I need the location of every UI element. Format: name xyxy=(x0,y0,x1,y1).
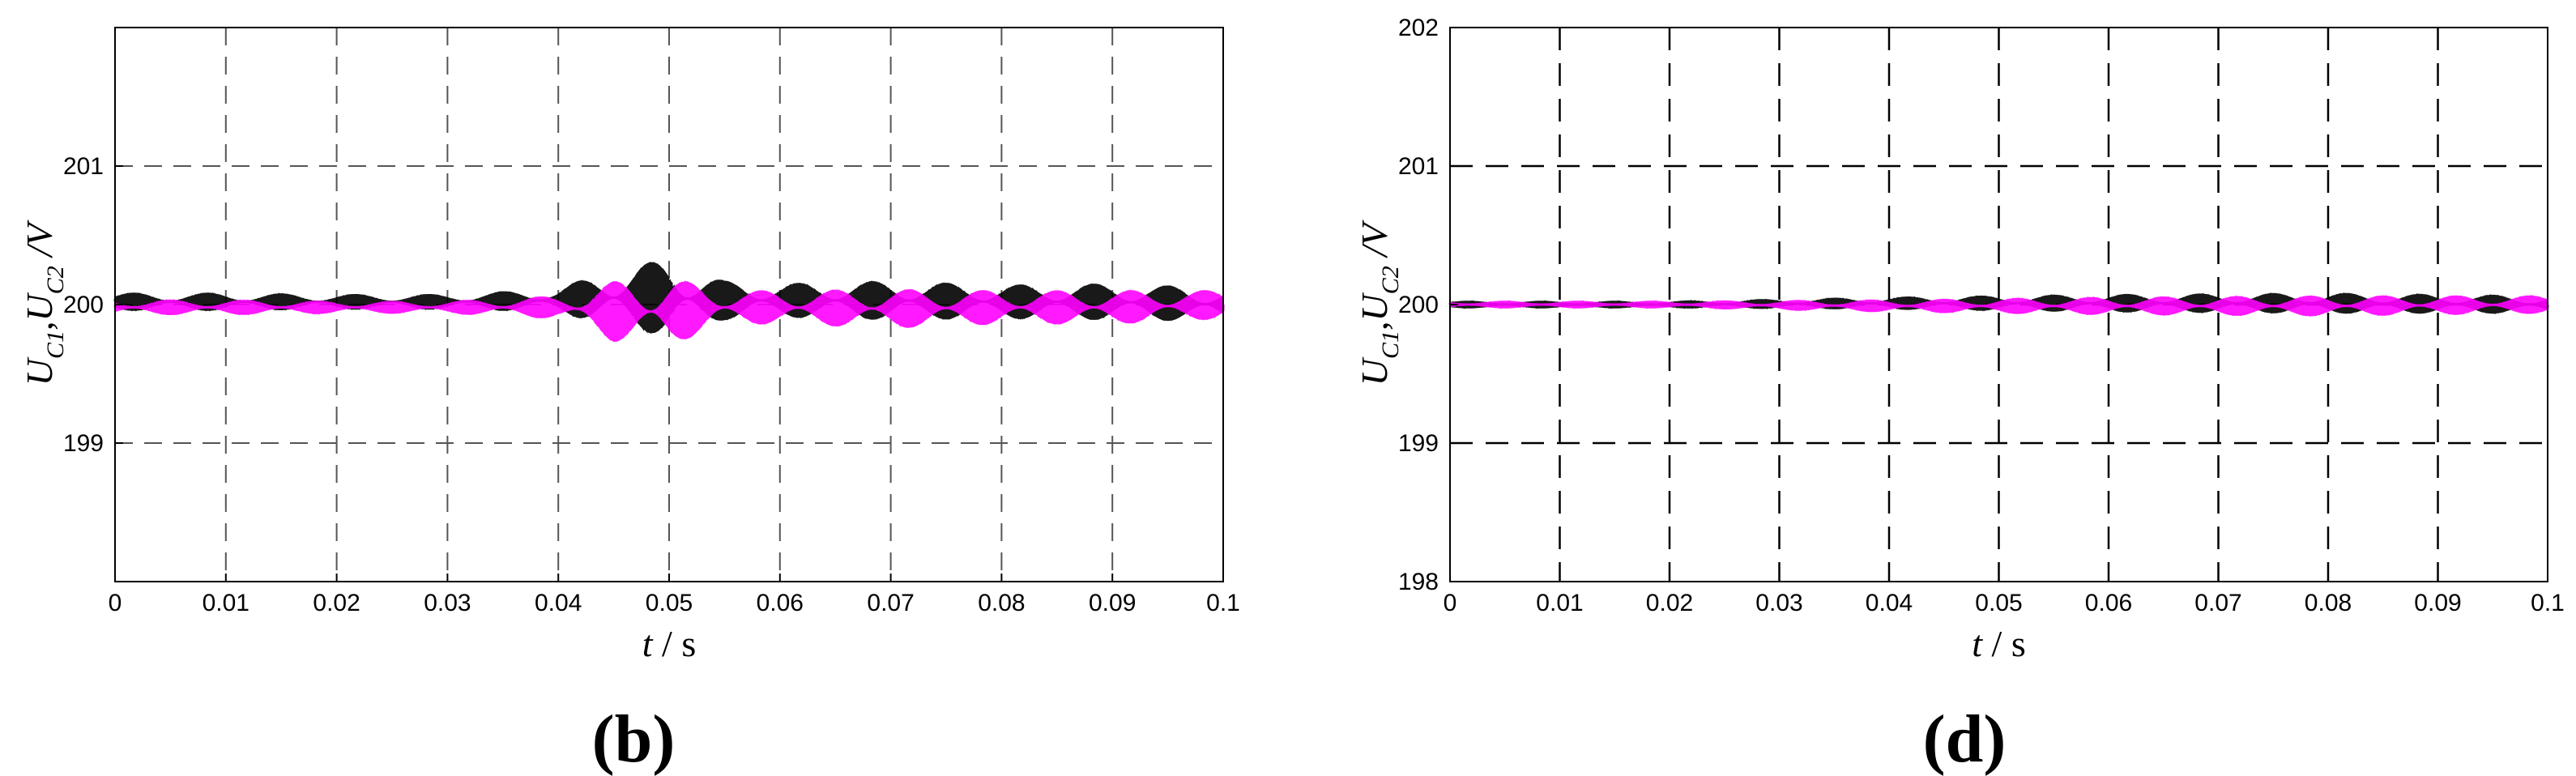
x-axis-unit: / s xyxy=(653,623,697,664)
y-label-var-2: U xyxy=(1354,292,1395,321)
x-axis-var: t xyxy=(642,623,654,664)
x-tick-labels-b: 0 0.01 0.02 0.03 0.04 0.05 0.06 0.07 0.08 0.09 0.1 xyxy=(109,573,1240,616)
x-tick-label: 0.03 xyxy=(1755,590,1802,616)
y-label-unit: /V xyxy=(1354,220,1395,266)
x-tick-label: 0.06 xyxy=(2085,590,2132,616)
x-axis-var: t xyxy=(1972,623,1983,664)
x-tick-label: 0 xyxy=(1444,590,1457,616)
panel-label-d: (d) xyxy=(1923,701,2007,776)
panel-label-b: (b) xyxy=(592,701,676,776)
y-label-var-1: U xyxy=(1354,356,1395,386)
x-tick-label: 0.02 xyxy=(1646,590,1693,616)
x-tick-label: 0.1 xyxy=(2531,590,2565,616)
y-axis-label-b: UC1,UC2 /V xyxy=(19,220,69,386)
y-label-sub-1: C1 xyxy=(1377,330,1404,359)
y-tick-label: 199 xyxy=(63,430,104,457)
x-tick-label: 0.08 xyxy=(978,590,1025,616)
x-tick-label: 0.02 xyxy=(313,590,360,616)
x-tick-label: 0.06 xyxy=(757,590,804,616)
y-label-sub-2: C2 xyxy=(42,266,69,294)
y-label-unit: /V xyxy=(19,220,60,266)
x-axis-label-d: t / s xyxy=(1972,623,2025,664)
y-tick-label: 202 xyxy=(1398,15,1439,41)
y-label-sub-1: C1 xyxy=(42,330,69,359)
y-axis-label-d: UC1,UC2 /V xyxy=(1354,220,1404,386)
y-tick-labels-d: 198 199 200 201 202 xyxy=(1398,15,1458,595)
x-tick-label: 0.07 xyxy=(2194,590,2241,616)
y-tick-labels-b: 199 200 201 xyxy=(63,153,123,457)
y-label-var-1: U xyxy=(19,356,60,386)
x-tick-label: 0.04 xyxy=(535,590,582,616)
y-tick-label: 200 xyxy=(1398,292,1439,318)
y-tick-label: 200 xyxy=(63,292,104,318)
x-tick-labels-d: 0 0.01 0.02 0.03 0.04 0.05 0.06 0.07 0.08 0.09 0.1 xyxy=(1444,573,2565,616)
y-tick-label: 201 xyxy=(63,153,104,180)
y-label-sep: , xyxy=(19,321,60,330)
x-tick-label: 0.05 xyxy=(646,590,693,616)
y-tick-label: 201 xyxy=(1398,153,1439,180)
x-tick-label: 0 xyxy=(109,590,122,616)
x-tick-label: 0.1 xyxy=(1206,590,1240,616)
x-tick-label: 0.01 xyxy=(203,590,249,616)
y-tick-label: 199 xyxy=(1398,430,1439,457)
series-layer-b xyxy=(113,262,1225,343)
x-axis-label-b: t / s xyxy=(642,623,696,664)
chart-panel-b: 0 0.01 0.02 0.03 0.04 0.05 0.06 0.07 0.08 0.09 0.1… xyxy=(19,27,1240,776)
x-tick-label: 0.07 xyxy=(867,590,914,616)
x-tick-label: 0.05 xyxy=(1975,590,2022,616)
x-tick-label: 0.03 xyxy=(424,590,471,616)
y-label-sub-2: C2 xyxy=(1377,266,1404,294)
series-line-magenta xyxy=(1448,295,2549,318)
y-label-var-2: U xyxy=(19,292,60,321)
x-axis-unit: / s xyxy=(1982,623,2026,664)
x-tick-label: 0.09 xyxy=(1089,590,1136,616)
x-tick-label: 0.08 xyxy=(2305,590,2352,616)
x-tick-label: 0.09 xyxy=(2414,590,2461,616)
series-layer-d xyxy=(1448,292,2549,318)
x-tick-label: 0.04 xyxy=(1866,590,1913,616)
x-tick-label: 0.01 xyxy=(1536,590,1583,616)
y-tick-label: 198 xyxy=(1398,569,1439,595)
y-label-sep: , xyxy=(1354,321,1395,330)
series-line-magenta xyxy=(113,280,1225,343)
chart-panel-d: 0 0.01 0.02 0.03 0.04 0.05 0.06 0.07 0.08 0.09 0.1… xyxy=(1354,15,2565,776)
